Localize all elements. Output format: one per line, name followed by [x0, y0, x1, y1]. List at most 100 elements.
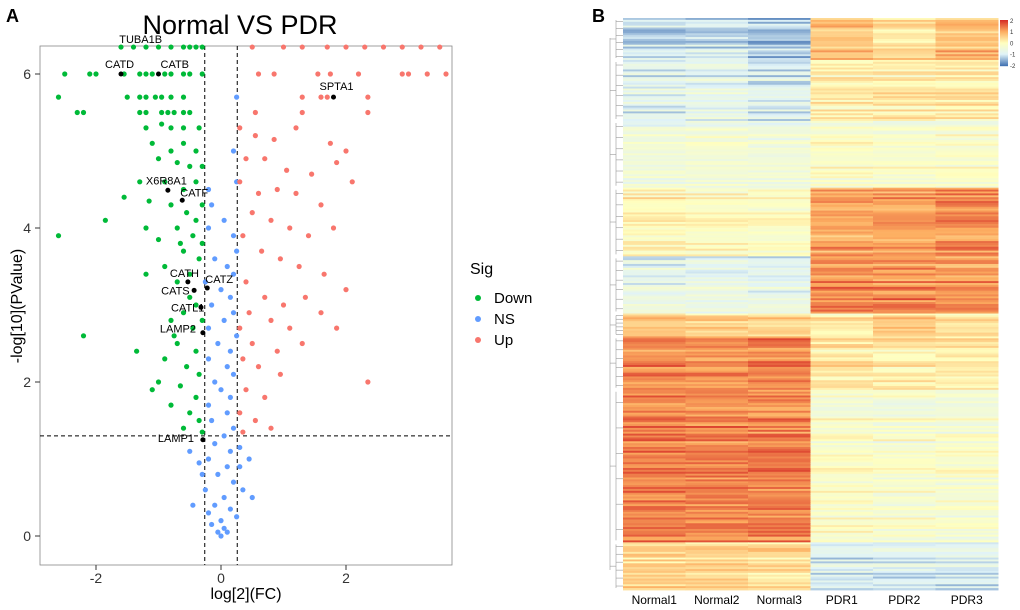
- heatmap-cell: [623, 347, 686, 351]
- point-ns: [202, 279, 208, 285]
- heatmap-cell: [748, 574, 811, 578]
- heatmap-cell: [685, 515, 749, 518]
- heatmap-cell: [810, 353, 874, 356]
- heatmap-cell: [748, 54, 811, 57]
- point-down: [137, 71, 143, 77]
- heatmap-cell: [935, 321, 999, 324]
- heatmap-cell: [748, 180, 811, 183]
- heatmap-cell: [748, 25, 811, 28]
- heatmap-cell: [935, 473, 999, 476]
- heatmap-cell: [748, 439, 811, 442]
- heatmap-cell: [748, 578, 811, 581]
- heatmap-cell: [810, 538, 874, 541]
- colorbar-segment: [1000, 37, 1008, 39]
- heatmap-cell: [685, 385, 749, 389]
- heatmap-cell: [685, 418, 749, 421]
- heatmap-cell: [748, 67, 811, 70]
- heatmap-cell: [873, 59, 936, 63]
- heatmap-cell: [810, 385, 874, 389]
- point-up: [271, 136, 277, 143]
- heatmap-cell: [810, 122, 874, 126]
- heatmap-cell: [873, 511, 936, 515]
- point-down: [168, 94, 174, 100]
- heatmap-cell: [935, 353, 999, 356]
- heatmap-cell: [873, 517, 936, 520]
- heatmap-cell: [873, 580, 936, 583]
- heatmap-cell: [935, 405, 999, 408]
- heatmap-cell: [623, 405, 686, 408]
- heatmap-cell: [748, 29, 811, 32]
- heatmap-cell: [623, 111, 686, 114]
- heatmap-cell: [748, 206, 811, 210]
- heatmap-cell: [935, 88, 999, 91]
- heatmap-cell: [748, 366, 811, 370]
- heatmap-cell: [873, 199, 936, 202]
- point-ns: [230, 233, 237, 239]
- heatmap-cell: [623, 90, 686, 93]
- heatmap-cell: [748, 141, 811, 145]
- heatmap-cell: [873, 44, 936, 47]
- point-up: [405, 71, 412, 77]
- colorbar-segment: [1000, 26, 1008, 28]
- heatmap-cell: [873, 401, 936, 404]
- heatmap-cell: [935, 363, 999, 366]
- heatmap-cell: [748, 31, 811, 34]
- heatmap-cell: [935, 117, 999, 120]
- point-ns: [212, 256, 218, 262]
- heatmap-cell: [810, 326, 874, 330]
- heatmap-cell: [873, 534, 936, 538]
- heatmap-cell: [685, 426, 749, 429]
- point-ns: [209, 417, 215, 424]
- heatmap-cell: [623, 180, 686, 183]
- colorbar-segment: [1000, 32, 1008, 34]
- point-up: [299, 340, 305, 347]
- heatmap-cell: [935, 555, 999, 558]
- colorbar-segment: [1000, 62, 1008, 64]
- colorbar-segment: [1000, 36, 1008, 38]
- heatmap-cell: [748, 361, 811, 364]
- heatmap-cell: [873, 241, 936, 244]
- heatmap-cell: [873, 479, 936, 482]
- point-ns: [230, 271, 237, 277]
- point-down: [165, 109, 171, 116]
- heatmap-cell: [623, 79, 686, 82]
- point-up: [343, 148, 349, 154]
- heatmap-cell: [623, 500, 686, 503]
- point-down: [74, 109, 80, 116]
- heatmap-cell: [623, 481, 686, 484]
- heatmap-cell: [935, 296, 999, 299]
- heatmap-cell: [748, 456, 811, 459]
- heatmap-cell: [873, 149, 936, 152]
- heatmap-cell: [935, 92, 999, 95]
- point-up: [277, 256, 283, 262]
- heatmap-cell: [748, 212, 811, 215]
- heatmap-cell: [810, 540, 874, 543]
- heatmap-cell: [748, 570, 811, 574]
- heatmap-cell: [873, 359, 936, 362]
- heatmap-cell: [873, 242, 936, 246]
- heatmap-cell: [685, 500, 749, 503]
- heatmap-cell: [935, 290, 999, 293]
- heatmap-cell: [935, 46, 999, 49]
- point-ns: [221, 494, 227, 501]
- heatmap-cell: [935, 202, 999, 206]
- heatmap-cell: [935, 427, 999, 431]
- heatmap-cell: [935, 149, 999, 152]
- heatmap-cell: [935, 90, 999, 93]
- point-up: [237, 325, 243, 331]
- heatmap-cell: [935, 385, 999, 389]
- heatmap-cell: [748, 525, 811, 528]
- point-up: [327, 140, 333, 146]
- heatmap-cell: [810, 588, 874, 591]
- heatmap-cell: [873, 82, 936, 86]
- heatmap-cell: [748, 429, 811, 433]
- heatmap-cell: [748, 437, 811, 440]
- heatmap-cell: [873, 410, 936, 414]
- heatmap-cell: [748, 90, 811, 93]
- heatmap-cell: [623, 23, 686, 27]
- heatmap-cell: [873, 193, 936, 196]
- heatmap-cell: [748, 347, 811, 351]
- heatmap-cell: [623, 498, 686, 501]
- heatmap-cell: [935, 151, 999, 154]
- colorbar-tick-label: 2: [1010, 19, 1014, 25]
